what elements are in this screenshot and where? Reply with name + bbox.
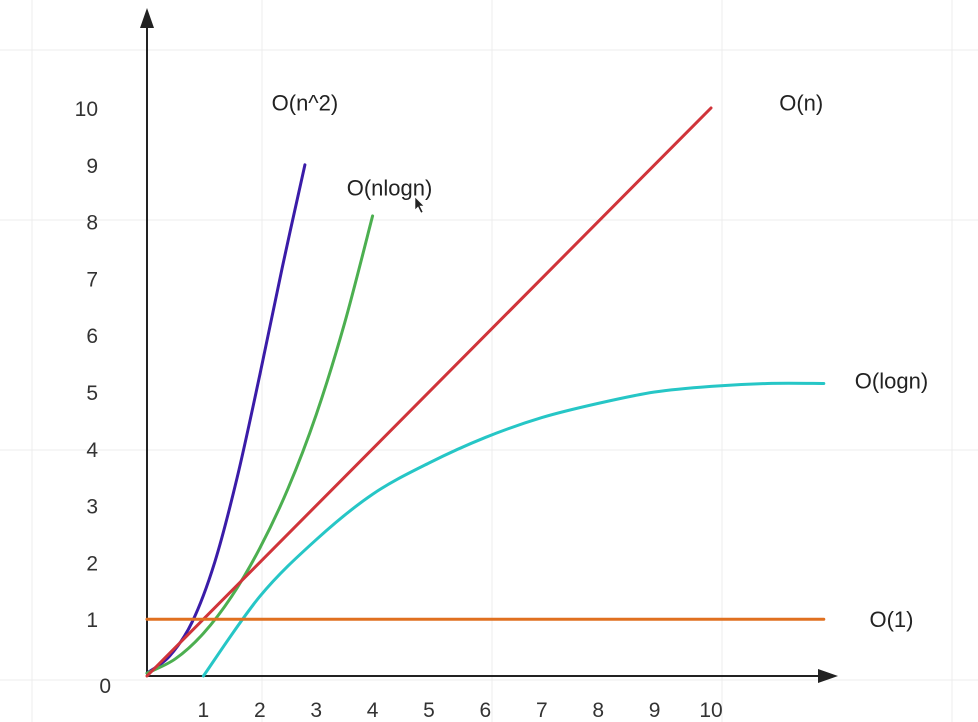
y-tick-label: 4 xyxy=(86,439,98,462)
x-tick-label: 1 xyxy=(198,699,210,722)
y-tick-label: 6 xyxy=(86,325,98,348)
y-tick-label: 1 xyxy=(86,609,98,632)
y-axis-arrow-icon xyxy=(140,8,154,28)
y-tick-label: 0 xyxy=(99,675,111,698)
y-tick-label: 9 xyxy=(86,155,98,178)
y-tick-label: 10 xyxy=(75,98,98,121)
series-label-o-nlogn: O(nlogn) xyxy=(347,176,433,201)
x-axis-arrow-icon xyxy=(818,669,838,683)
x-tick-label: 9 xyxy=(649,699,661,722)
axes xyxy=(140,8,838,683)
x-tick-label: 6 xyxy=(480,699,492,722)
x-tick-labels: 1 2 3 4 5 6 7 8 9 10 xyxy=(198,699,723,722)
series-line-o-n xyxy=(145,106,713,678)
x-tick-label: 4 xyxy=(367,699,379,722)
x-tick-label: 7 xyxy=(536,699,548,722)
mouse-cursor-icon xyxy=(414,196,425,214)
series-label-o-1: O(1) xyxy=(869,607,913,632)
series-line-o-logn xyxy=(201,381,826,678)
series-lines xyxy=(145,106,826,678)
x-tick-label: 5 xyxy=(423,699,435,722)
x-tick-label: 10 xyxy=(699,699,722,722)
x-tick-label: 8 xyxy=(592,699,604,722)
series-line-o-nlogn xyxy=(145,214,375,675)
y-tick-label: 8 xyxy=(86,212,98,235)
series-label-o-n-2: O(n^2) xyxy=(272,90,339,115)
series-label-o-logn: O(logn) xyxy=(855,369,928,394)
x-tick-label: 3 xyxy=(310,699,322,722)
y-tick-label: 5 xyxy=(86,382,98,405)
y-tick-label: 2 xyxy=(86,552,98,575)
y-tick-label: 3 xyxy=(86,496,98,519)
y-tick-label: 7 xyxy=(86,268,98,291)
series-label-o-n: O(n) xyxy=(779,90,823,115)
x-tick-label: 2 xyxy=(254,699,266,722)
y-tick-labels: 0 1 2 3 4 5 6 7 8 9 10 xyxy=(75,98,111,698)
series-labels: O(n^2) O(nlogn) O(n) O(logn) O(1) xyxy=(272,90,929,632)
